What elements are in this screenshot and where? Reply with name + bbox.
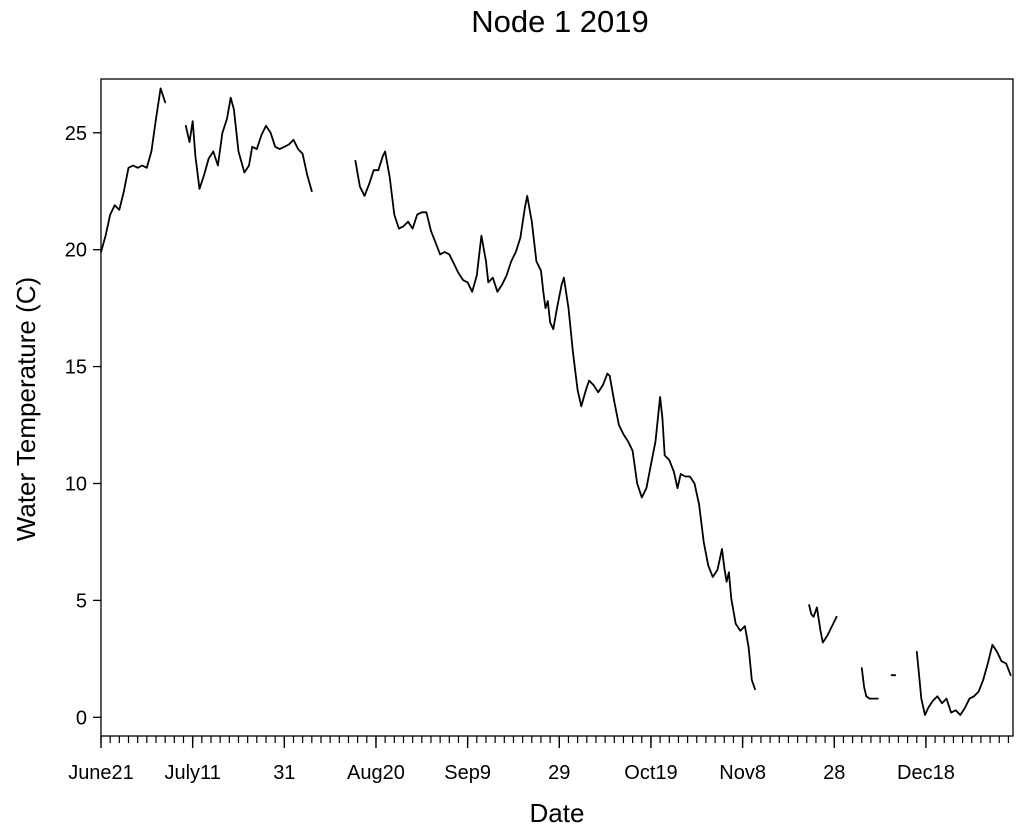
x-axis-title: Date bbox=[530, 798, 585, 828]
y-tick-label-10: 10 bbox=[65, 473, 87, 495]
x-tick-label-Nov8: Nov8 bbox=[719, 762, 766, 784]
x-tick-label-Oct19: Oct19 bbox=[624, 762, 677, 784]
y-axis-title: Water Temperature (C) bbox=[11, 277, 41, 541]
series-segment-1 bbox=[100, 87, 167, 253]
x-tick-label-Sep9: Sep9 bbox=[444, 762, 491, 784]
y-tick-label-5: 5 bbox=[76, 590, 87, 612]
x-tick-label-Dec18: Dec18 bbox=[897, 762, 955, 784]
x-tick-label-Aug20: Aug20 bbox=[347, 762, 405, 784]
y-axis: 0 5 10 15 20 25 bbox=[65, 123, 101, 729]
x-tick-label-June21: June21 bbox=[68, 762, 134, 784]
x-tick-label-July11: July11 bbox=[164, 762, 220, 784]
y-tick-label-0: 0 bbox=[76, 707, 87, 729]
y-tick-label-15: 15 bbox=[65, 357, 87, 379]
series-segment-7 bbox=[915, 643, 1012, 716]
series-segment-5 bbox=[860, 667, 879, 700]
series-segment-2 bbox=[184, 96, 313, 193]
y-tick-label-25: 25 bbox=[65, 123, 87, 145]
x-tick-label-29: 29 bbox=[548, 762, 570, 784]
chart-title: Node 1 2019 bbox=[471, 4, 649, 39]
series-segment-4 bbox=[808, 604, 838, 644]
x-tick-label-31: 31 bbox=[273, 762, 295, 784]
x-tick-label-28: 28 bbox=[823, 762, 845, 784]
x-axis: June21 July11 31 Aug20 Sep9 29 Oct19 Nov8 28 Dec1… bbox=[68, 736, 1010, 784]
series-segment-3 bbox=[354, 150, 756, 691]
plot-frame bbox=[100, 78, 1014, 737]
y-tick-label-20: 20 bbox=[65, 240, 87, 262]
plot-border bbox=[100, 78, 1014, 737]
series-water-temperature bbox=[100, 87, 1012, 716]
